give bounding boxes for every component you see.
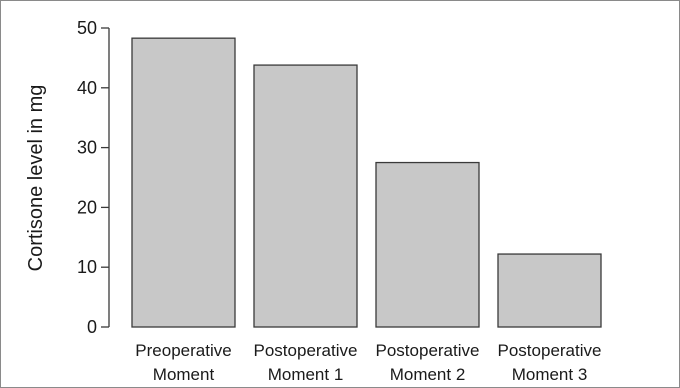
y-axis: 0 10 20 30 40 50 [77,18,110,337]
y-tick-label: 10 [77,257,97,277]
x-category-label-line: Postoperative [498,341,602,360]
y-axis-title: Cortisone level in mg [25,85,47,272]
y-tick-label: 30 [77,138,97,158]
y-tick-label: 40 [77,78,97,98]
x-category-label-line: Moment 3 [512,365,588,384]
y-tick-label: 0 [87,317,97,337]
x-category-label-line: Postoperative [376,341,480,360]
x-category-label: Postoperative Moment 3 [498,341,602,384]
x-category-label-line: Moment 2 [390,365,466,384]
x-category-label: Postoperative Moment 2 [376,341,480,384]
x-category-label-line: Postoperative [254,341,358,360]
x-category-label: Preoperative Moment [135,341,231,384]
y-tick-label: 20 [77,197,97,217]
bar [131,37,236,328]
x-category-label-line: Preoperative [135,341,231,360]
x-category-label-line: Moment [153,365,215,384]
bar [497,253,602,328]
x-category-label-line: Moment 1 [268,365,344,384]
x-category-label: Postoperative Moment 1 [254,341,358,384]
bars [131,37,602,328]
bar [253,64,358,328]
y-tick-label: 50 [77,18,97,38]
bar [375,161,480,328]
